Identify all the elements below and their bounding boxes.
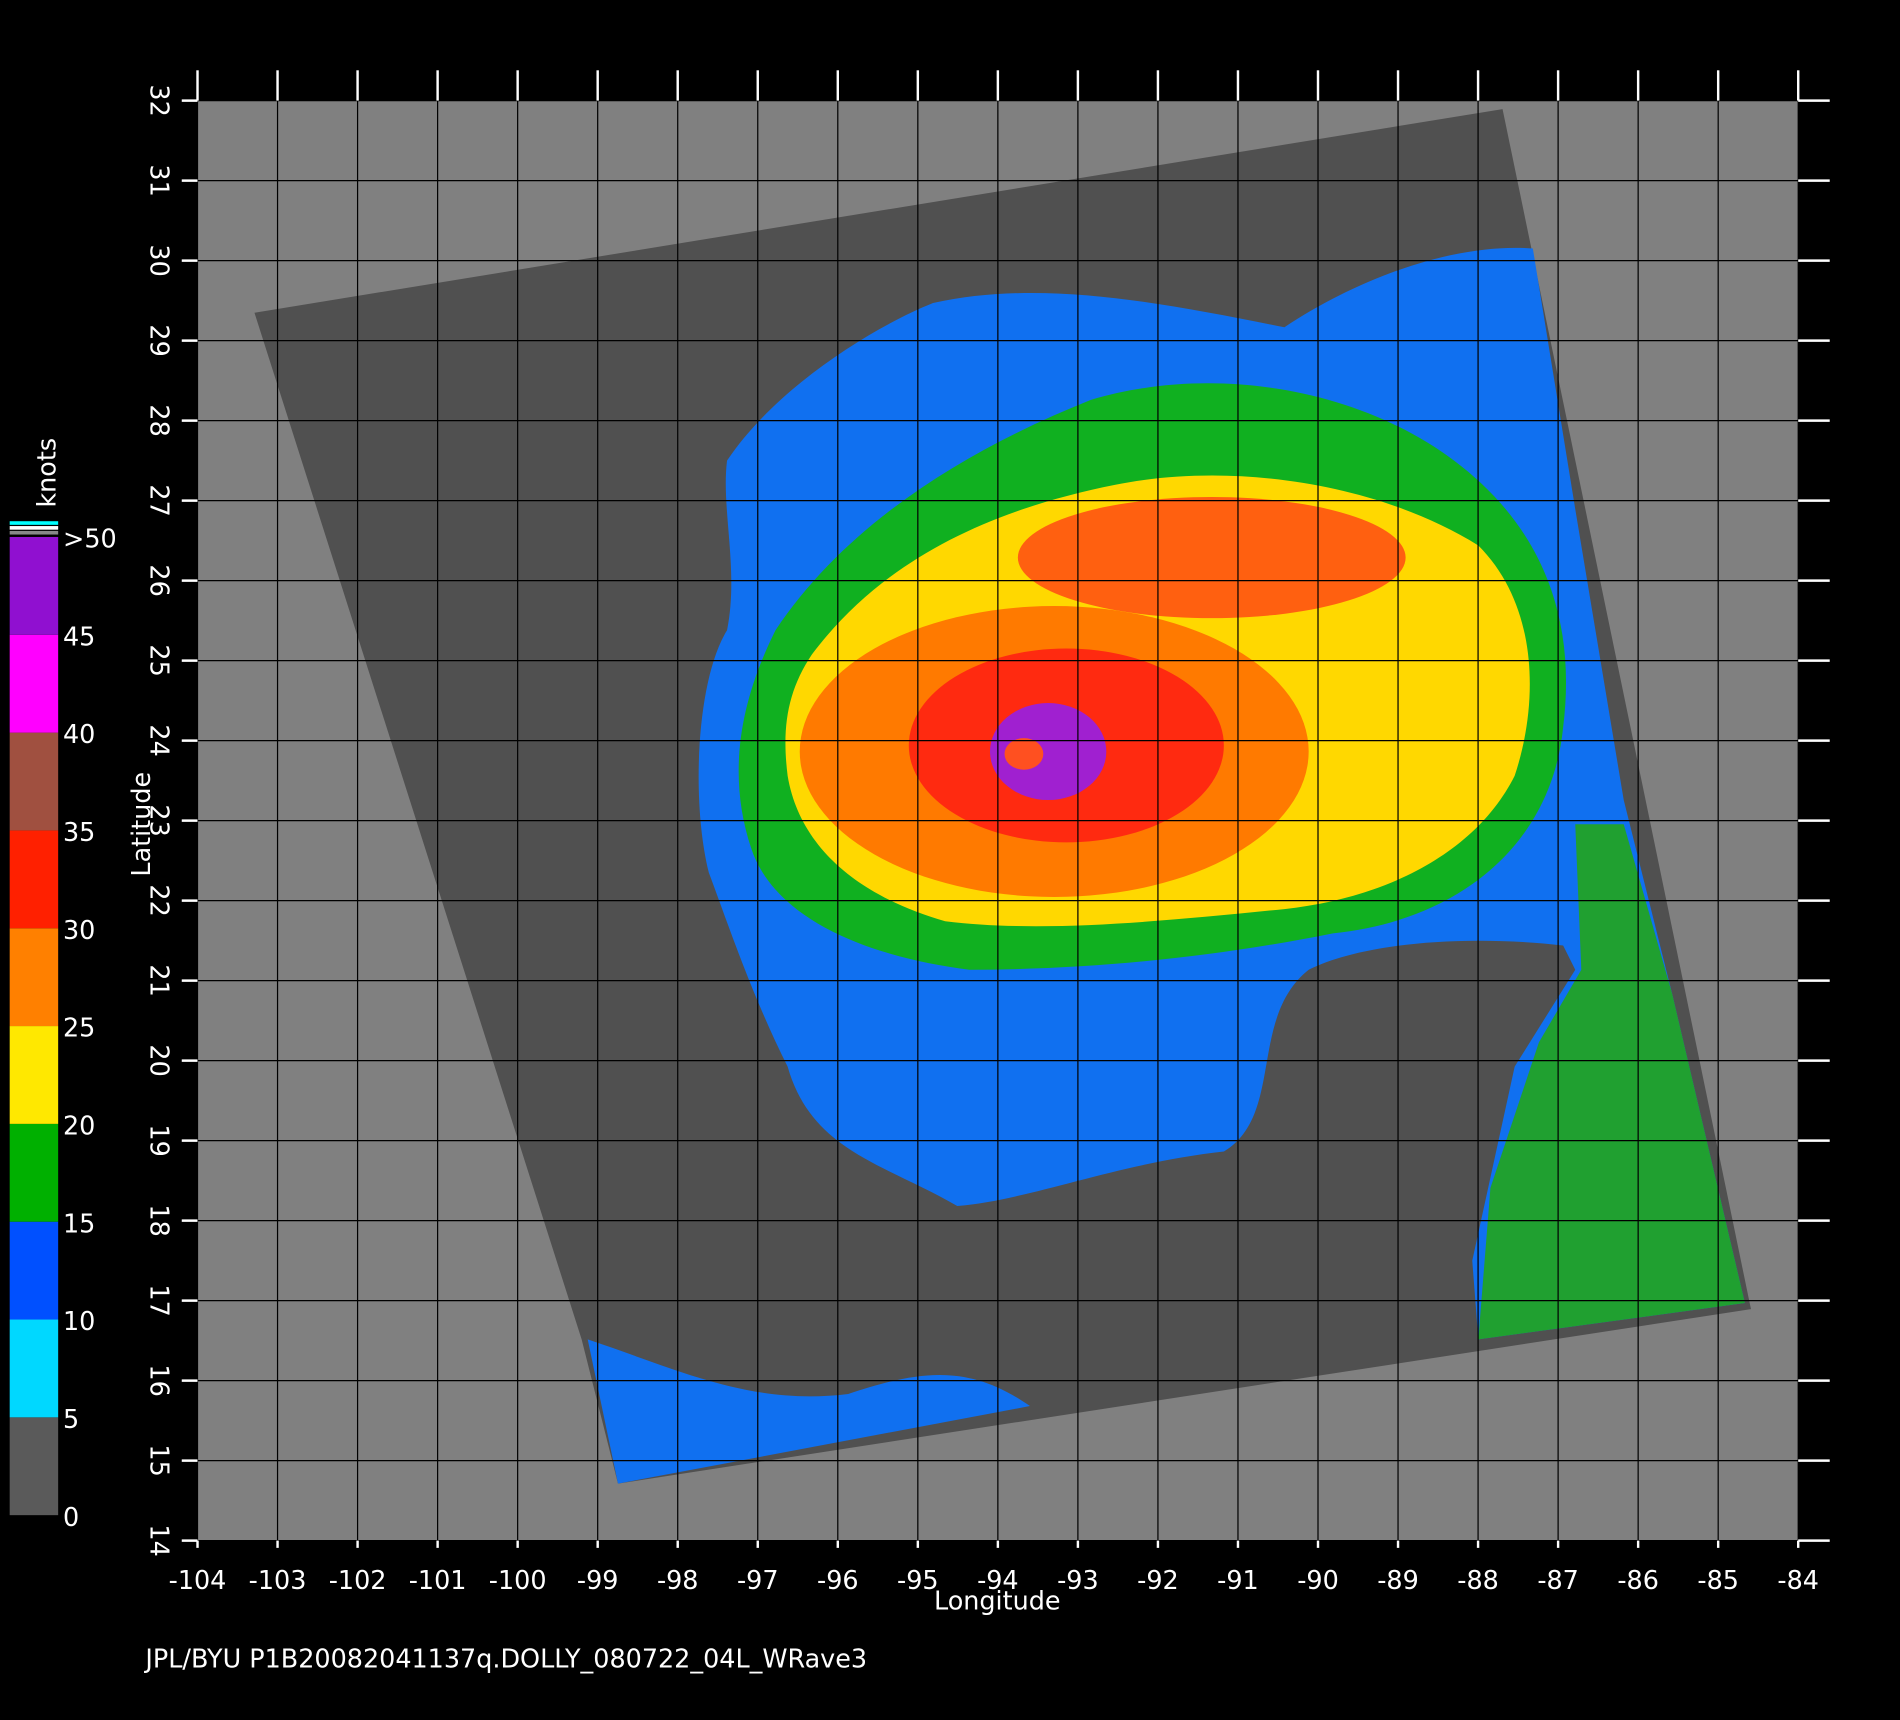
wind-region-moderate bbox=[1478, 824, 1745, 1340]
colorbar-tick-label: 0 bbox=[63, 1503, 79, 1533]
wind-region-gale bbox=[1017, 496, 1406, 619]
x-tick-label: -101 bbox=[409, 1566, 467, 1596]
colorbar-cap bbox=[9, 521, 59, 535]
y-tick-label: 26 bbox=[144, 564, 174, 596]
colorbar-segment bbox=[9, 1319, 59, 1418]
wind-region-eyewall bbox=[989, 703, 1107, 800]
colorbar-tick-label: 40 bbox=[63, 720, 95, 750]
x-tick-label: -93 bbox=[1057, 1566, 1099, 1596]
x-tick-label: -91 bbox=[1217, 1566, 1259, 1596]
eye bbox=[1004, 738, 1044, 770]
x-tick-label: -96 bbox=[817, 1566, 859, 1596]
x-tick-label: -92 bbox=[1137, 1566, 1179, 1596]
x-tick-label: -90 bbox=[1297, 1566, 1339, 1596]
y-tick-label: 22 bbox=[144, 884, 174, 916]
y-tick-label: 27 bbox=[144, 484, 174, 516]
colorbar-segment bbox=[9, 830, 59, 929]
colorbar-tick-label: 10 bbox=[63, 1307, 95, 1337]
x-tick-label: -87 bbox=[1537, 1566, 1579, 1596]
y-tick-label: 21 bbox=[144, 964, 174, 996]
x-tick-label: -97 bbox=[737, 1566, 779, 1596]
colorbar-segment bbox=[9, 732, 59, 831]
colorbar-segment bbox=[9, 1026, 59, 1124]
y-tick-label: 15 bbox=[144, 1444, 174, 1476]
wind-region-low bbox=[587, 1339, 1030, 1484]
x-tick-label: -99 bbox=[577, 1566, 619, 1596]
colorbar-tick-label: 35 bbox=[63, 818, 95, 848]
x-tick-label: -100 bbox=[489, 1566, 547, 1596]
y-tick-label: 29 bbox=[144, 324, 174, 356]
x-tick-label: -95 bbox=[897, 1566, 939, 1596]
colorbar-tick-label: 15 bbox=[63, 1209, 95, 1239]
colorbar-segment bbox=[9, 1417, 59, 1516]
x-tick-label: -84 bbox=[1777, 1566, 1819, 1596]
y-tick-label: 16 bbox=[144, 1364, 174, 1396]
x-tick-label: -103 bbox=[249, 1566, 307, 1596]
y-tick-label: 32 bbox=[144, 84, 174, 116]
x-tick-label: -85 bbox=[1697, 1566, 1739, 1596]
x-tick-label: -98 bbox=[657, 1566, 699, 1596]
y-tick-label: 23 bbox=[144, 804, 174, 836]
x-axis-label: Longitude bbox=[934, 1586, 1061, 1616]
y-tick-label: 19 bbox=[144, 1124, 174, 1156]
y-tick-label: 28 bbox=[144, 404, 174, 436]
colorbar-tick-label: 45 bbox=[63, 622, 95, 652]
colorbar-segment bbox=[9, 928, 59, 1027]
y-axis-label: Latitude bbox=[127, 772, 157, 877]
y-tick-label: 18 bbox=[144, 1204, 174, 1236]
colorbar-tick-label: >50 bbox=[63, 525, 117, 555]
y-tick-label: 17 bbox=[144, 1284, 174, 1316]
y-tick-label: 25 bbox=[144, 644, 174, 676]
y-tick-label: 20 bbox=[144, 1044, 174, 1076]
footer: JPL/BYU P1B20082041137q.DOLLY_080722_04L… bbox=[143, 1645, 867, 1675]
colorbar-segment bbox=[9, 1123, 59, 1222]
colorbar-segment bbox=[9, 1221, 59, 1320]
x-tick-label: -88 bbox=[1457, 1566, 1499, 1596]
colorbar-cap-stripe bbox=[9, 521, 59, 525]
colorbar-cap-stripe bbox=[9, 526, 59, 530]
x-tick-label: -89 bbox=[1377, 1566, 1419, 1596]
colorbar-label: knots bbox=[32, 438, 62, 508]
y-tick-label: 30 bbox=[144, 244, 174, 276]
colorbar-tick-label: 5 bbox=[63, 1405, 79, 1435]
colorbar-segment bbox=[9, 634, 59, 733]
colorbar-cap-stripe bbox=[9, 530, 59, 535]
x-tick-label: -104 bbox=[169, 1566, 227, 1596]
x-tick-label: -94 bbox=[977, 1566, 1019, 1596]
colorbar-tick-label: 30 bbox=[63, 916, 95, 946]
colorbar-tick-label: 20 bbox=[63, 1112, 95, 1142]
x-tick-label: -102 bbox=[329, 1566, 387, 1596]
colorbar-segment bbox=[9, 536, 59, 635]
y-tick-label: 14 bbox=[144, 1524, 174, 1556]
grid bbox=[196, 100, 1799, 1542]
colorbar-tick-label: 25 bbox=[63, 1014, 95, 1044]
y-tick-label: 24 bbox=[144, 724, 174, 756]
x-tick-label: -86 bbox=[1617, 1566, 1659, 1596]
y-tick-label: 31 bbox=[144, 164, 174, 196]
